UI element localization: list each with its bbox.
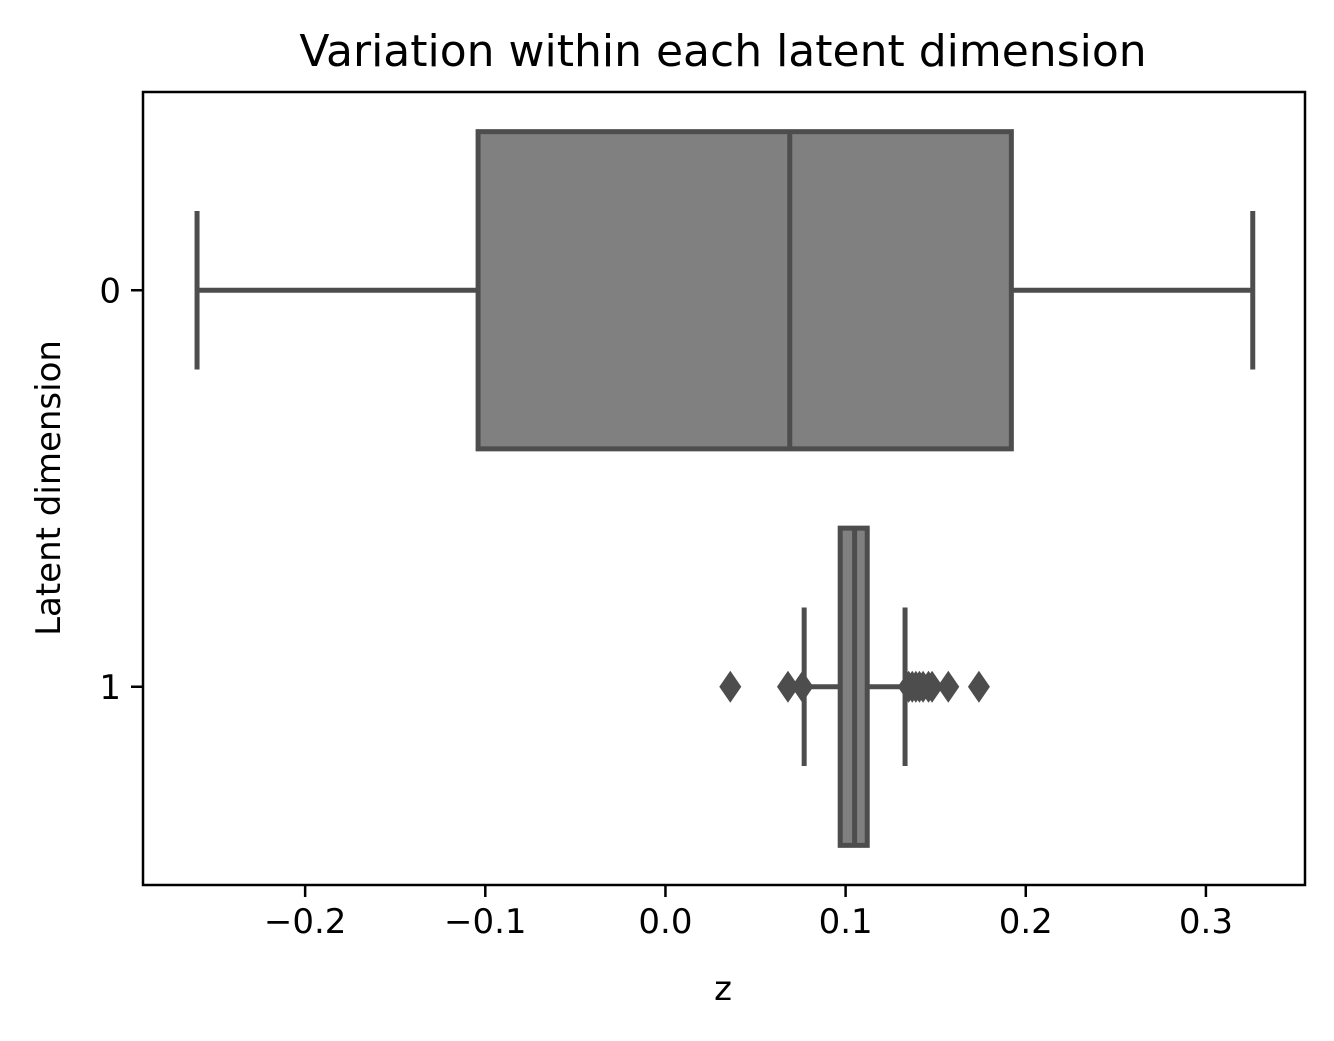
outlier-point <box>967 670 990 703</box>
outlier-point <box>791 670 814 703</box>
chart-title: Variation within each latent dimension <box>299 26 1146 77</box>
x-tick-label: −0.2 <box>264 902 347 942</box>
outlier-point <box>719 670 742 703</box>
plot-frame <box>141 90 1307 887</box>
x-tick-label: 0.2 <box>999 902 1053 942</box>
x-tick-label: −0.1 <box>444 902 527 942</box>
y-tick-label: 1 <box>99 668 121 708</box>
outlier-point <box>921 670 944 703</box>
x-axis-label: z <box>714 969 732 1009</box>
x-axis-ticks: −0.2 −0.1 0.0 0.1 0.2 0.3 <box>264 885 1233 942</box>
outlier-point <box>776 670 799 703</box>
box-group-0 <box>194 129 1256 452</box>
y-axis-label: Latent dimension <box>29 340 69 636</box>
y-tick-label: 0 <box>99 271 121 311</box>
iqr-box <box>475 129 1014 452</box>
plot-area <box>194 129 1256 848</box>
outlier-point <box>937 670 960 703</box>
y-axis-ticks: 01 <box>99 271 143 708</box>
x-tick-label: 0.3 <box>1179 902 1233 942</box>
x-tick-label: 0.1 <box>819 902 873 942</box>
outlier-markers <box>719 670 990 703</box>
x-tick-label: 0.0 <box>638 902 692 942</box>
